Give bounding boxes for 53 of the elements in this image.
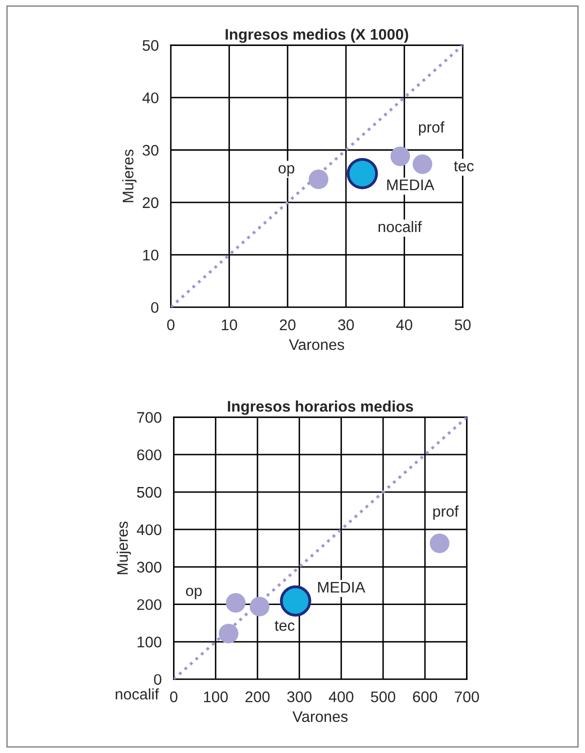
y-tick-label: 200 — [137, 599, 162, 610]
x-tick-label: 0 — [170, 691, 178, 702]
x-tick-label: 10 — [222, 319, 238, 330]
point — [280, 585, 312, 617]
x-tick-label: 700 — [454, 691, 479, 702]
text: nocalif — [116, 688, 159, 700]
annotation: prof — [433, 506, 459, 520]
point — [308, 170, 328, 190]
point — [250, 596, 270, 616]
point — [346, 158, 378, 190]
x-tick-label: 500 — [370, 691, 396, 702]
y-tick-label: 100 — [138, 636, 162, 648]
x-tick-label: 100 — [204, 691, 228, 702]
x-axis-title: Varones — [292, 711, 348, 722]
chart-title: Ingresos horarios medios — [228, 400, 414, 415]
point — [226, 593, 246, 613]
x-tick-label: 20 — [280, 319, 296, 330]
point — [412, 154, 432, 174]
y-tick-label: 0 — [151, 302, 158, 313]
x-tick-label: 50 — [454, 319, 471, 330]
annotation: tec — [274, 620, 294, 631]
x-tick-label: 300 — [287, 691, 312, 702]
x-tick-label: 600 — [412, 691, 438, 702]
y-tick-label: 10 — [143, 250, 158, 260]
x-tick-label: 40 — [396, 319, 412, 330]
annotation: op — [186, 588, 202, 600]
y-axis-title: Mujeres — [122, 150, 136, 202]
x-tick-label: 0 — [167, 319, 174, 330]
x-tick-label: 30 — [338, 319, 354, 330]
annotation: MEDIA — [387, 180, 434, 190]
point — [430, 533, 450, 554]
annotation: prof — [419, 121, 444, 136]
annotation: op — [278, 165, 294, 177]
x-tick-label: 400 — [328, 691, 354, 702]
y-tick-label: 0 — [154, 674, 162, 685]
point — [218, 624, 238, 644]
y-tick-label: 50 — [142, 40, 158, 51]
annotation: tec — [454, 161, 474, 172]
y-tick-label: 500 — [137, 486, 162, 498]
annotation: MEDIA — [318, 582, 366, 592]
y-tick-label: 20 — [142, 197, 158, 208]
y-tick-label: 40 — [142, 92, 158, 104]
point — [390, 146, 410, 166]
annotation: nocalif — [378, 220, 422, 232]
x-axis-title: Varones — [288, 339, 344, 350]
y-tick-label: 700 — [137, 412, 162, 423]
y-tick-label: 30 — [142, 144, 158, 156]
y-tick-label: 300 — [137, 562, 162, 573]
y-axis-title: Mujeres — [116, 522, 131, 574]
y-tick-label: 600 — [137, 449, 162, 460]
x-tick-label: 200 — [246, 691, 270, 702]
chart-title: Ingresos medios (X 1000) — [226, 28, 408, 43]
y-tick-label: 400 — [136, 524, 162, 536]
